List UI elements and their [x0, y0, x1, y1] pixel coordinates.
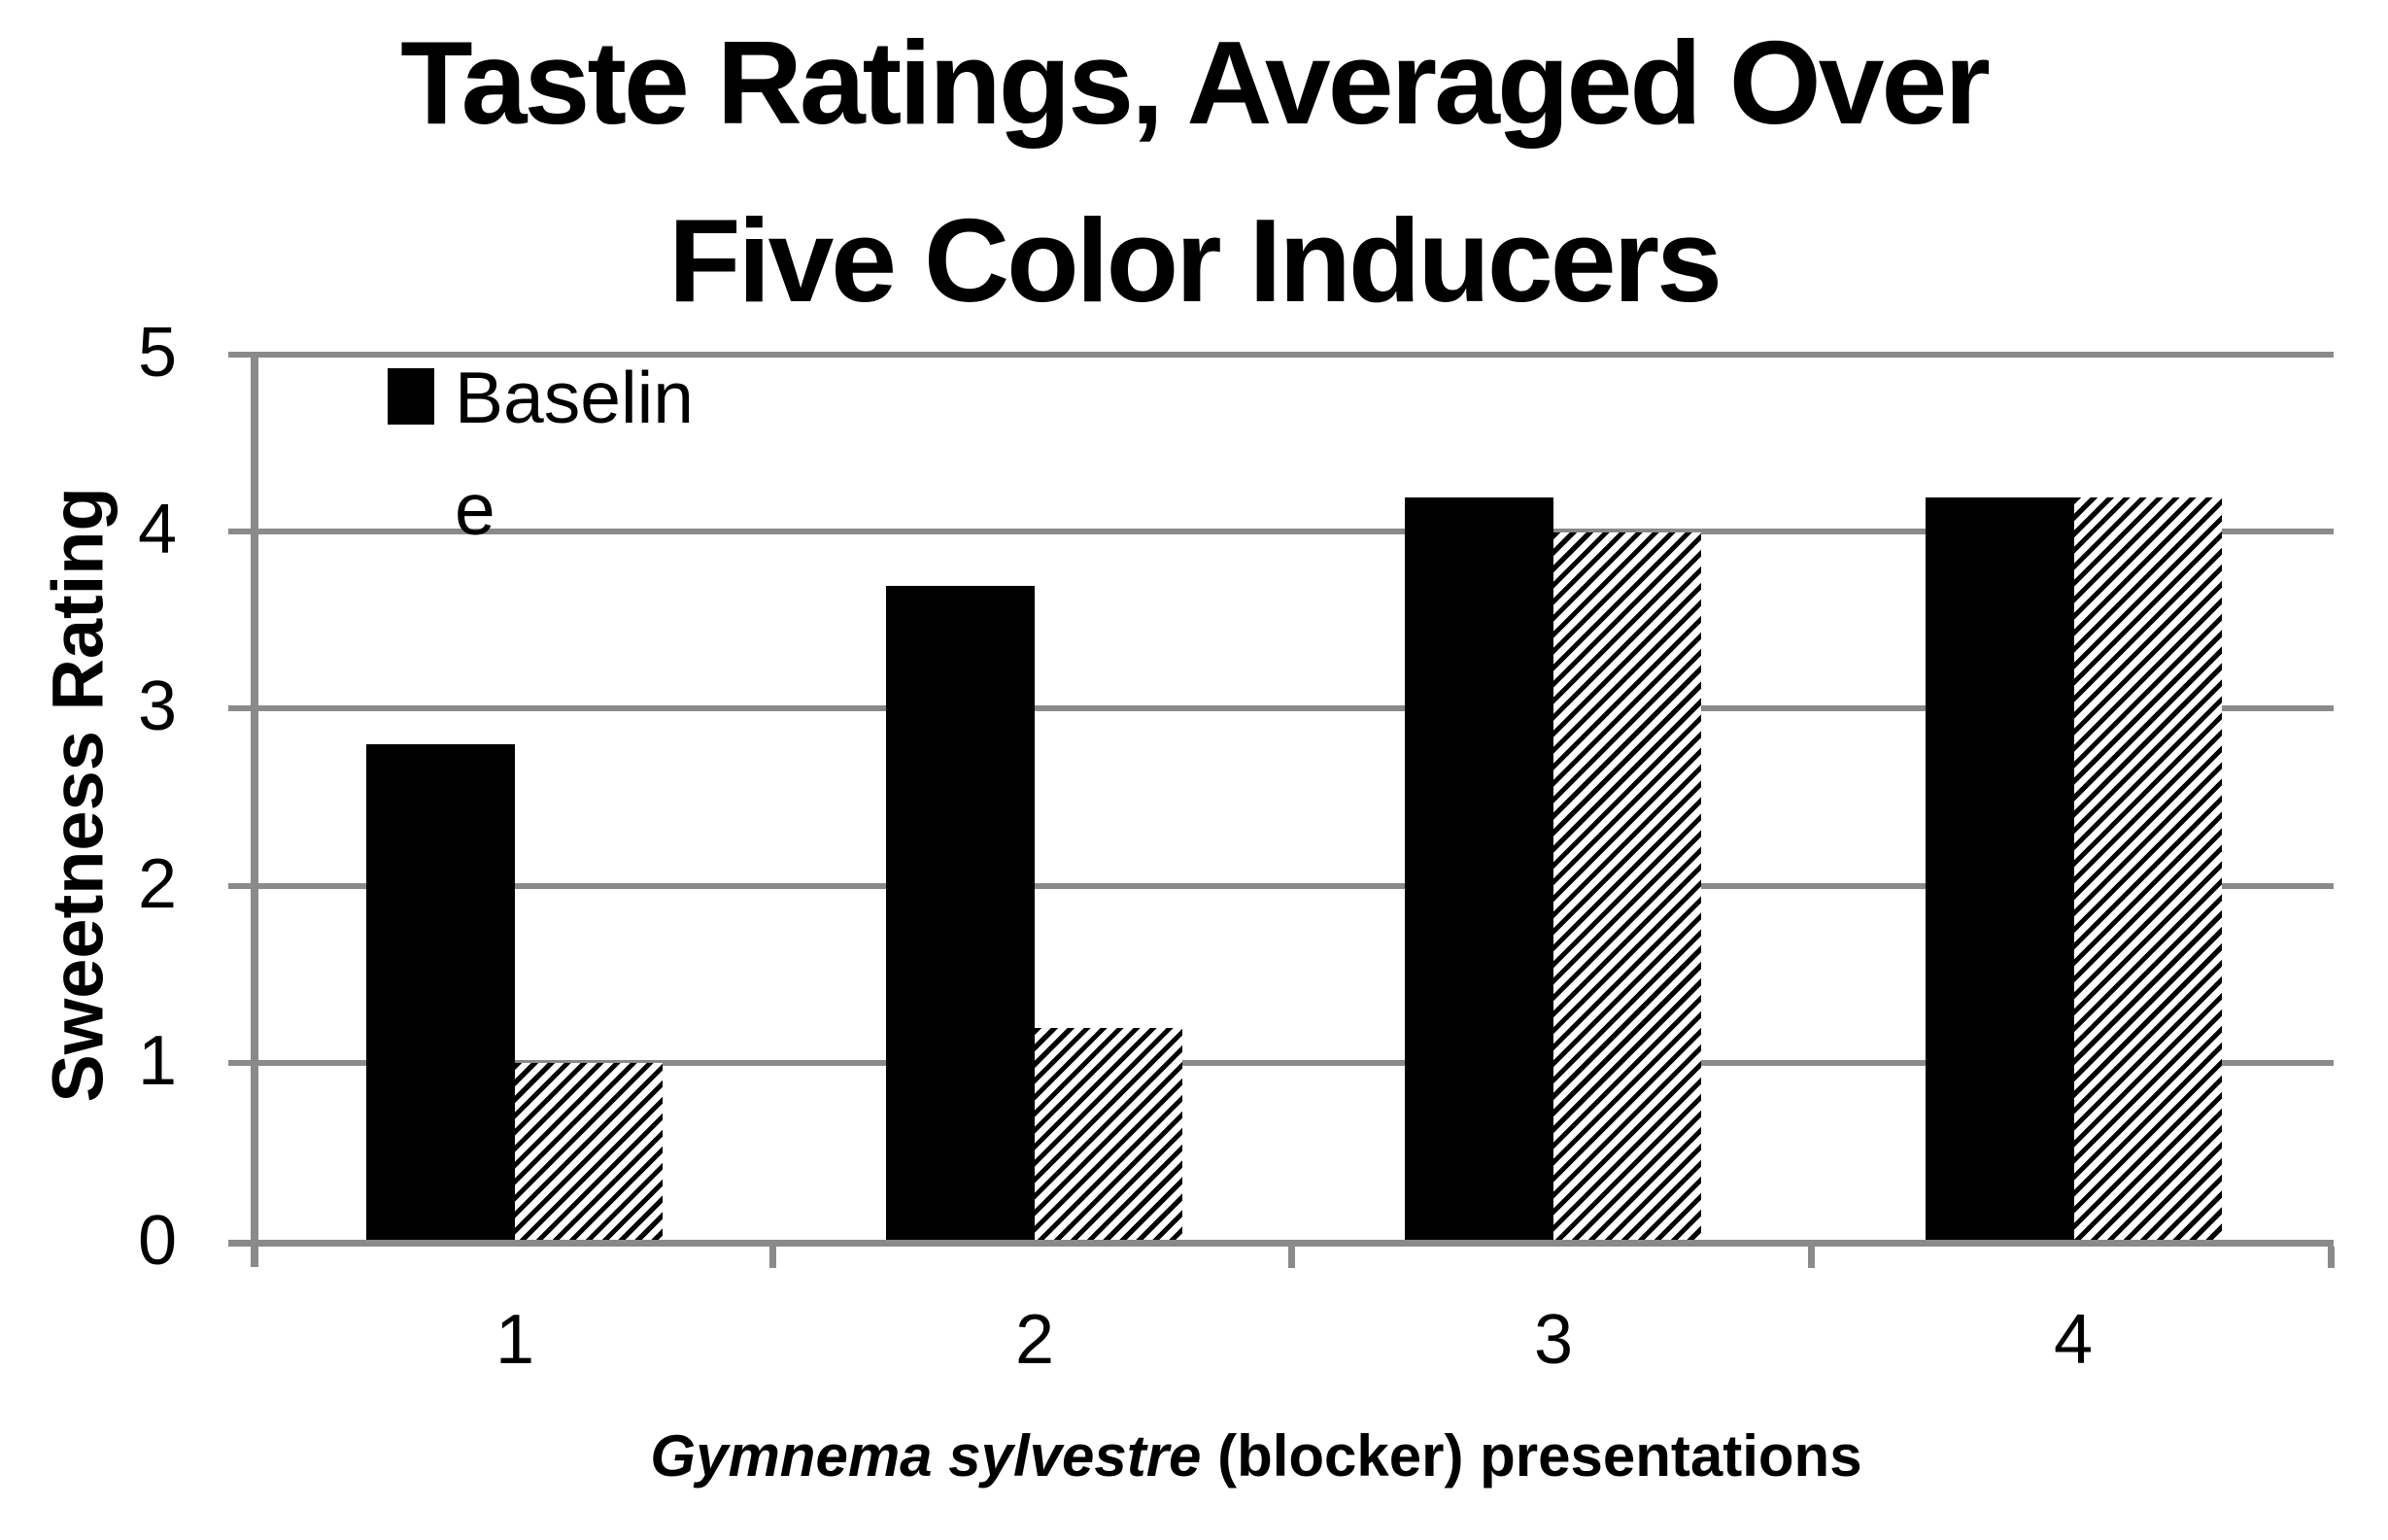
y-tick-label-3: 3: [137, 667, 177, 745]
x-axis-title: Gymnema sylvestre (blocker) presentation…: [0, 1427, 2388, 1486]
gridline-5: [228, 352, 2334, 358]
bar-baseline-cat1: [366, 744, 515, 1240]
x-tick-label-2: 2: [1014, 1301, 1055, 1379]
chart-title-line2: Five Color Inducers: [668, 194, 1723, 326]
y-tick-label-2: 2: [137, 845, 177, 923]
legend-label-line1: Baselin: [455, 357, 694, 438]
x-tick-mark-3: [1808, 1247, 1815, 1268]
x-tick-label-1: 1: [495, 1301, 535, 1379]
bar-hatched-cat3: [1553, 532, 1701, 1240]
y-axis-line: [251, 352, 258, 1267]
bar-hatched-cat2: [1035, 1028, 1182, 1240]
x-tick-label-3: 3: [1533, 1301, 1574, 1379]
gridline-4: [228, 529, 2334, 534]
x-axis-title-rest: (blocker) presentations: [1201, 1423, 1862, 1489]
x-axis-title-species: Gymnema sylvestre: [650, 1423, 1202, 1489]
gridline-3: [228, 705, 2334, 711]
x-tick-mark-1: [769, 1247, 776, 1268]
legend-label-baseline: Baselin e: [455, 342, 694, 565]
gridline-2: [228, 883, 2334, 889]
bar-hatched-cat1: [515, 1063, 663, 1240]
legend-label-line2: e: [455, 468, 495, 550]
x-axis-line: [228, 1240, 2334, 1247]
chart-title-line1: Taste Ratings, Averaged Over: [400, 17, 1991, 149]
x-tick-label-4: 4: [2053, 1301, 2094, 1379]
bar-baseline-cat3: [1405, 497, 1553, 1240]
x-tick-mark-2: [1288, 1247, 1295, 1268]
y-tick-label-5: 5: [137, 314, 177, 392]
y-tick-label-4: 4: [137, 491, 177, 568]
y-axis-title: Sweetness Rating: [37, 487, 119, 1103]
legend-swatch-baseline: [388, 368, 434, 425]
plot-area: [253, 355, 2334, 1240]
y-tick-label-1: 1: [137, 1022, 177, 1100]
x-tick-mark-4: [2328, 1247, 2335, 1268]
y-tick-label-0: 0: [137, 1202, 177, 1280]
bar-baseline-cat4: [1926, 497, 2074, 1240]
bar-hatched-cat4: [2074, 497, 2222, 1240]
chart-title: Taste Ratings, Averaged Over Five Color …: [0, 0, 2388, 350]
gridline-1: [228, 1060, 2334, 1066]
bar-baseline-cat2: [886, 586, 1035, 1240]
